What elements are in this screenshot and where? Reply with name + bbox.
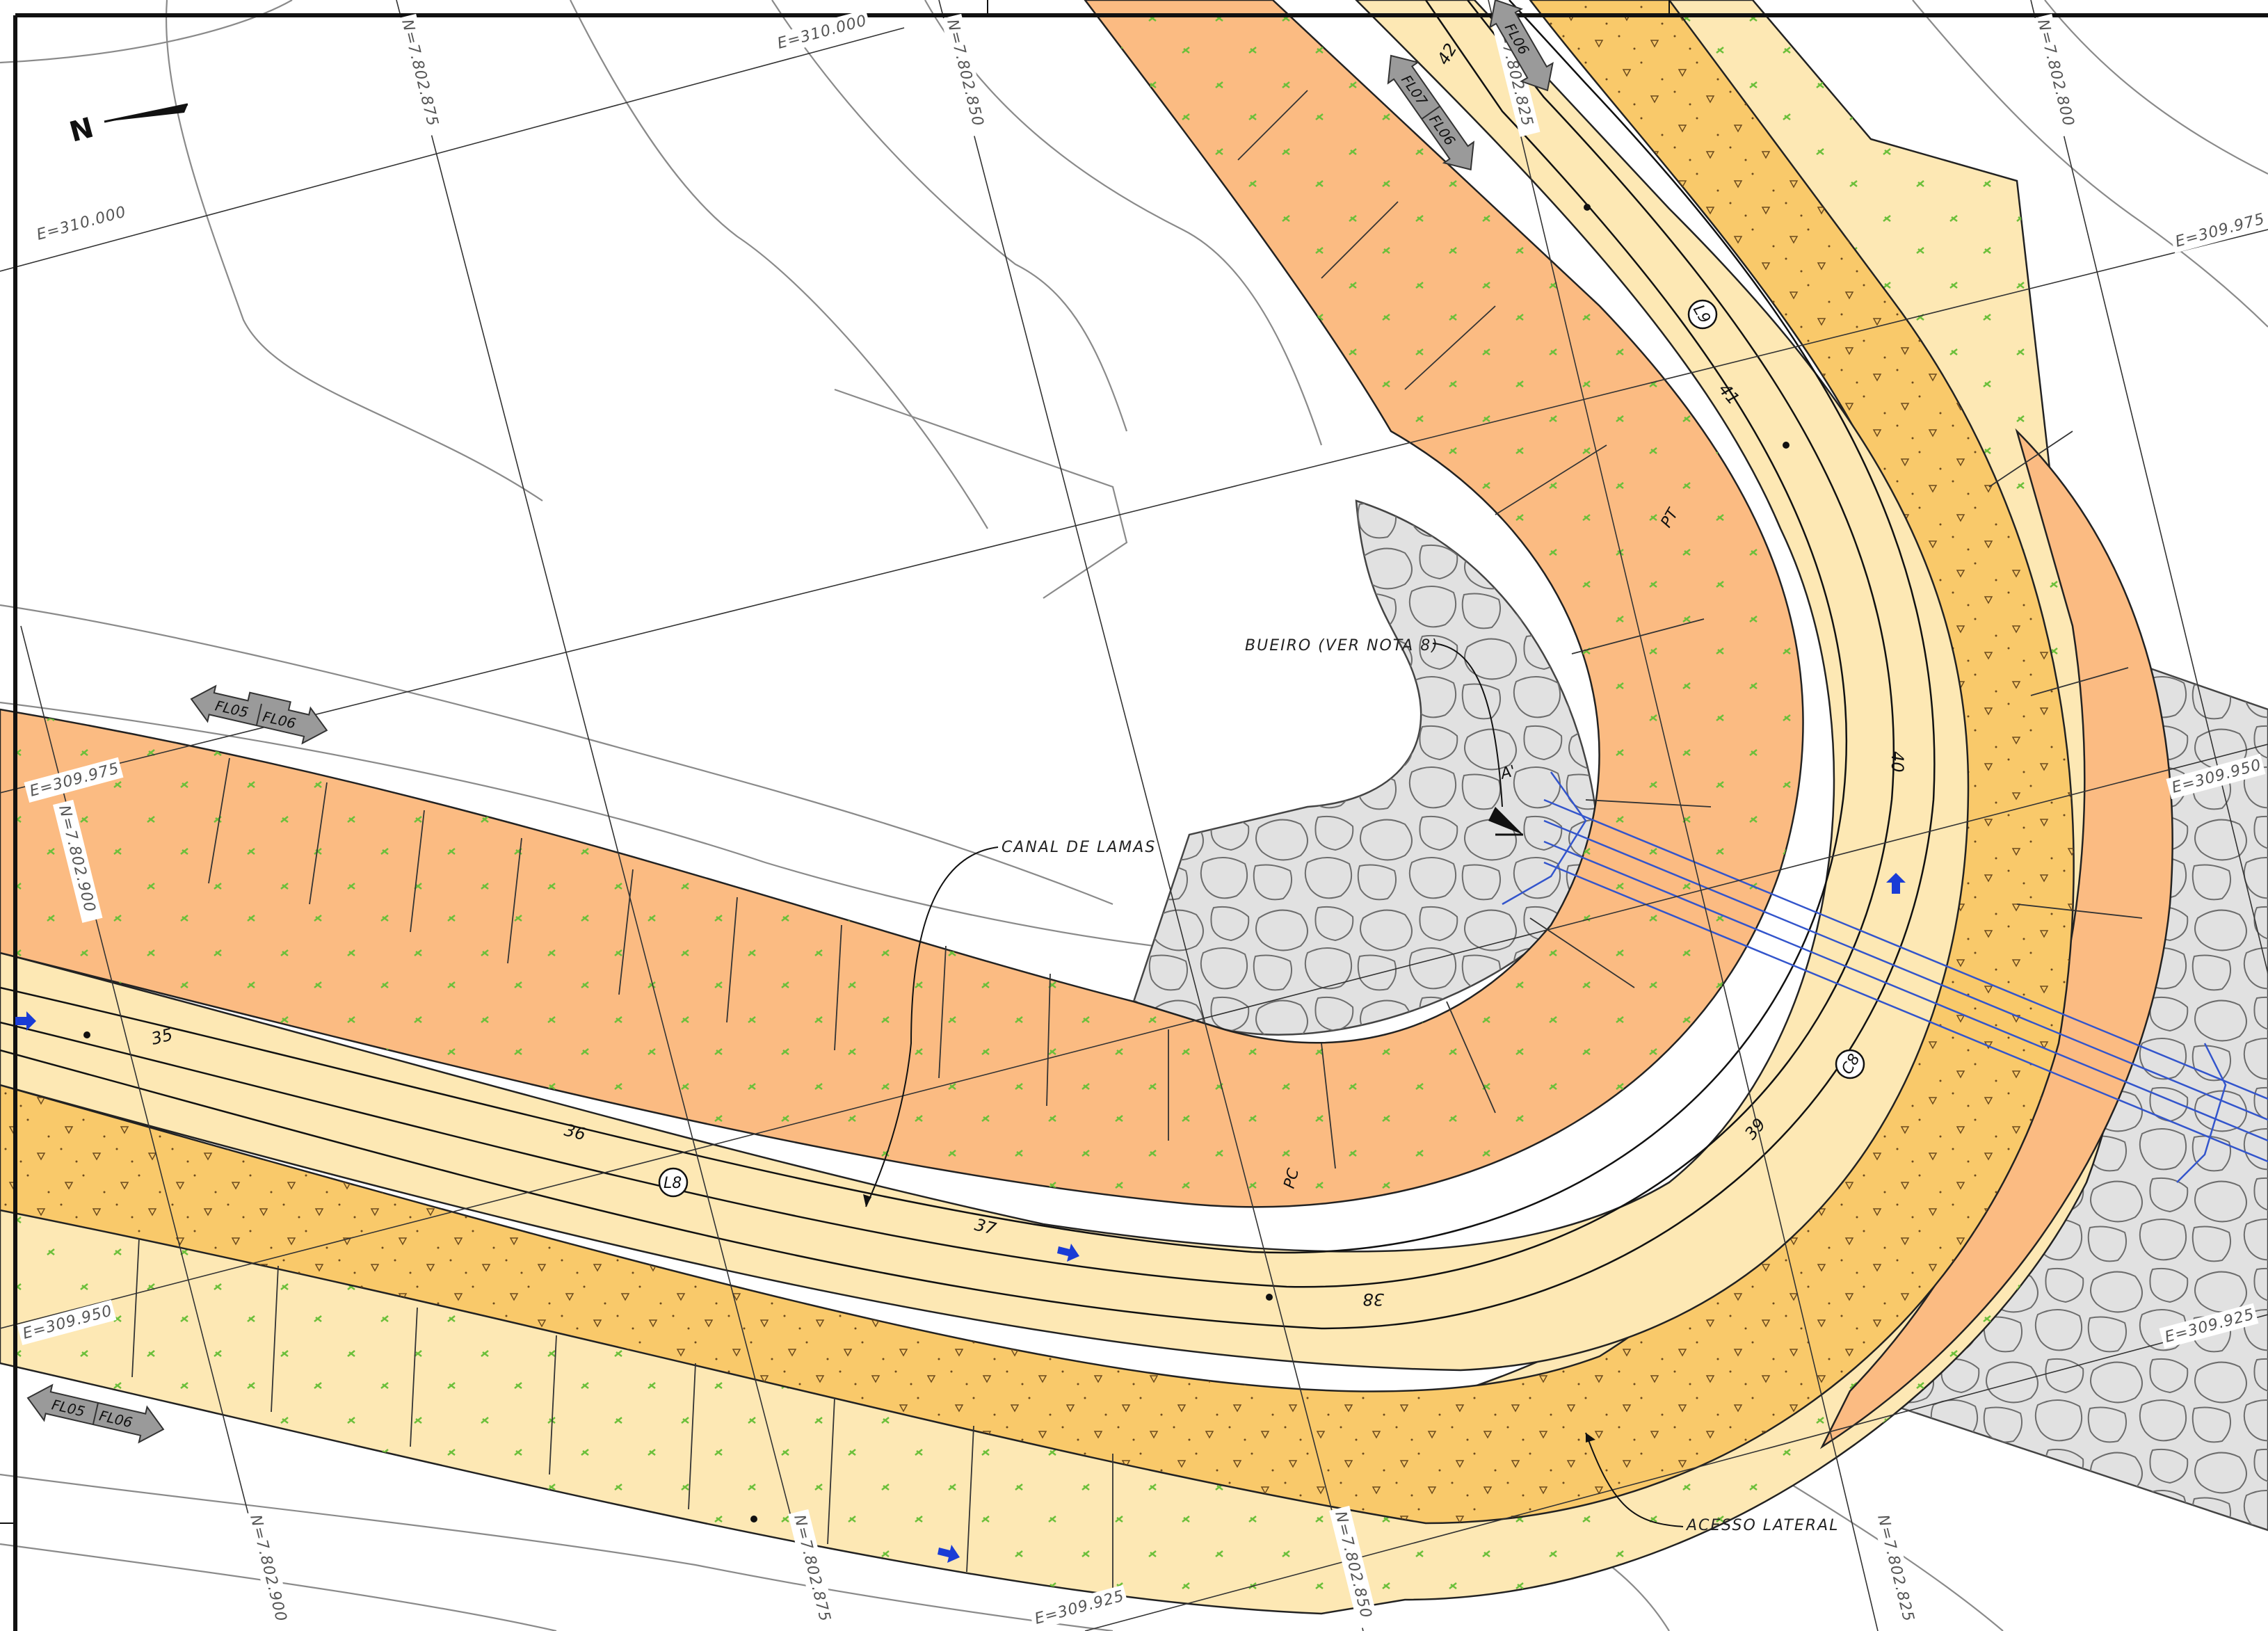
annotation-acesso: ACESSO LATERAL bbox=[1585, 1432, 1839, 1534]
grid-label-n7802875-a: N=7.802.875 bbox=[396, 13, 446, 137]
grid-label-n7802900-b: N=7.802.900 bbox=[244, 1509, 294, 1631]
station-40: 40 bbox=[1888, 751, 1907, 773]
flow-arrow-icon bbox=[1886, 873, 1906, 894]
north-arrow-letter: N bbox=[66, 112, 97, 149]
north-arrow: N bbox=[66, 103, 188, 149]
flow-arrow-icon bbox=[1057, 1244, 1079, 1262]
survey-points bbox=[83, 204, 1790, 1522]
annotation-canal: CANAL DE LAMAS bbox=[863, 839, 1156, 1207]
grid-label-n7802850-a: N=7.802.850 bbox=[941, 13, 991, 137]
annotation-bueiro: BUEIRO (VER NOTA 8) bbox=[1245, 637, 1503, 808]
flow-arrow-icon bbox=[15, 1011, 36, 1031]
tag-l9: L9 bbox=[1687, 299, 1718, 330]
slope-hatch bbox=[131, 90, 2143, 1600]
annotation-acesso-text: ACESSO LATERAL bbox=[1685, 1517, 1839, 1534]
grid-label-e310000-a: E=310.000 bbox=[31, 200, 131, 247]
lane-platform bbox=[0, 0, 1970, 1372]
annotation-bueiro-text: BUEIRO (VER NOTA 8) bbox=[1245, 637, 1439, 654]
grid-label-text: E=309.975 bbox=[2173, 210, 2267, 250]
flow-arrows bbox=[15, 873, 1906, 1563]
tag-l8: L8 bbox=[658, 1167, 689, 1198]
tag-l8-label: L8 bbox=[663, 1175, 682, 1192]
grid-label-n7802825-b: N=7.802.825 bbox=[1872, 1509, 1922, 1631]
grid-label-text: E=310.000 bbox=[35, 203, 128, 243]
flow-badge-top-left: FL05 FL06 bbox=[190, 684, 328, 745]
grid-label-e309975-b: E=309.975 bbox=[2169, 207, 2268, 254]
page-frame bbox=[13, 13, 2268, 1631]
culvert-lines bbox=[1502, 771, 2268, 1183]
flow-badge-bottom-left: FL05 FL06 bbox=[26, 1383, 165, 1444]
grid-label-n7802800: N=7.802.800 bbox=[2032, 13, 2082, 137]
lane-lines bbox=[0, 0, 1936, 1330]
tag-c8: C8 bbox=[1835, 1049, 1865, 1079]
flow-arrow-icon bbox=[938, 1545, 960, 1563]
grid-label-text: E=309.925 bbox=[1033, 1587, 1126, 1628]
annotation-canal-text: CANAL DE LAMAS bbox=[1002, 839, 1156, 856]
station-38: 38 bbox=[1362, 1289, 1384, 1309]
grid-label-text: E=310.000 bbox=[775, 12, 869, 52]
